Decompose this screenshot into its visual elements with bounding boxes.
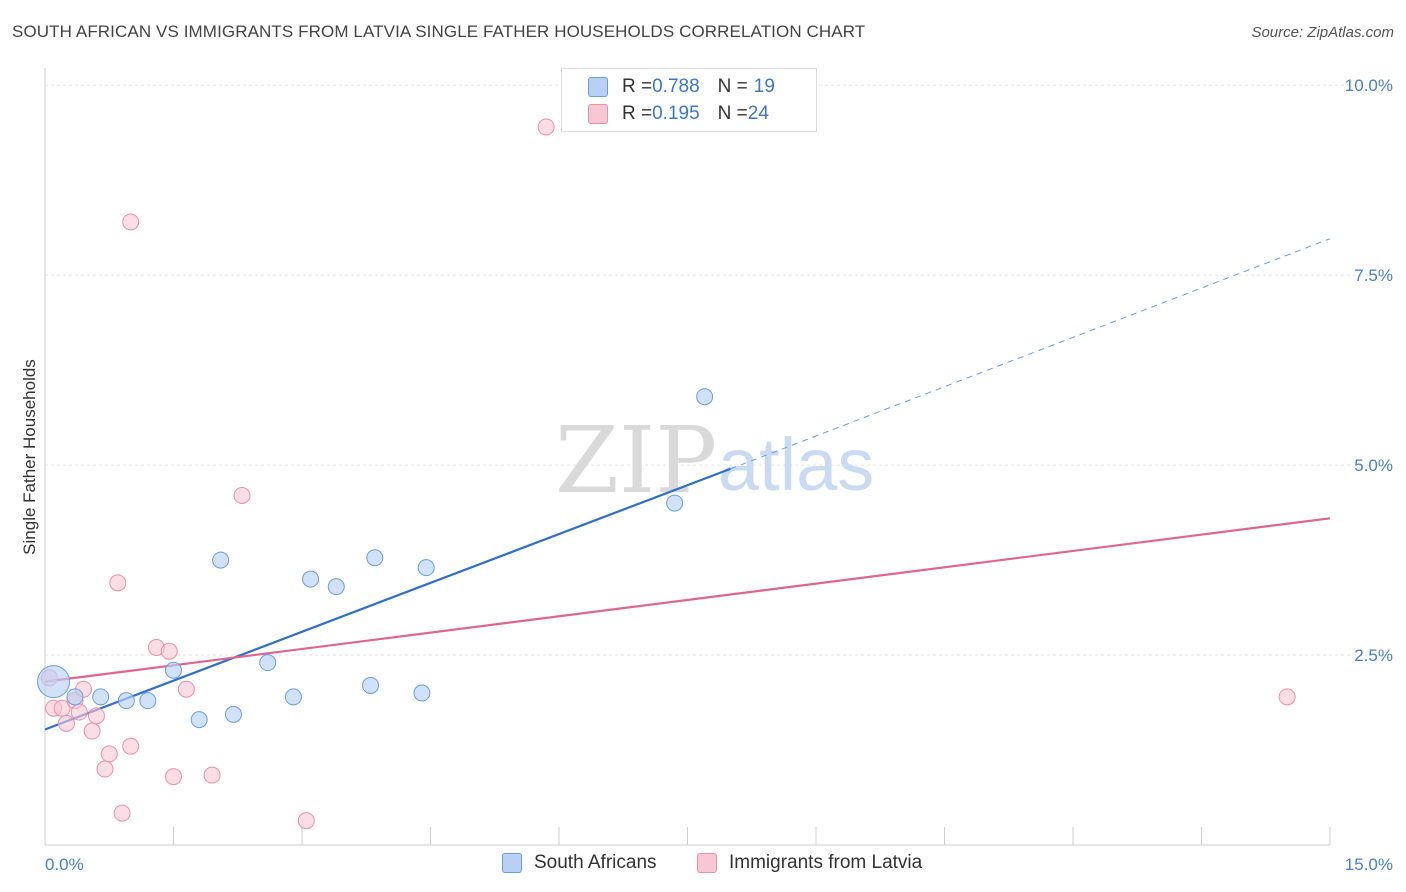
watermark-zip: ZIP	[555, 407, 717, 514]
point-latvia	[96, 760, 114, 778]
legend-row-latvia: R = 0.195 N = 24	[588, 102, 769, 126]
source-label: Source: ZipAtlas.com	[1251, 24, 1394, 41]
point-latvia	[160, 642, 178, 660]
point-south-africans	[212, 551, 230, 569]
legend-r-label: R =	[622, 103, 653, 124]
x-tick-label: 0.0%	[45, 855, 84, 874]
point-latvia	[70, 703, 88, 721]
watermark: ZIP atlas	[555, 407, 874, 514]
point-south-africans	[37, 665, 71, 699]
legend-label-south-africans: South Africans	[534, 852, 657, 873]
point-south-africans	[413, 684, 431, 702]
legend-r-value: 0.195	[652, 103, 700, 124]
point-south-africans	[696, 388, 714, 406]
watermark-atlas: atlas	[718, 423, 874, 506]
point-latvia	[165, 768, 182, 786]
correlation-legend: R = 0.788 N = 19 R = 0.195 N = 24	[561, 68, 817, 132]
point-south-africans	[302, 570, 320, 588]
point-south-africans	[117, 692, 135, 710]
point-south-africans	[224, 705, 242, 723]
x-tick-label: 15.0%	[1345, 855, 1393, 874]
point-south-africans	[259, 654, 277, 672]
y-tick-label: 2.5%	[1354, 646, 1393, 665]
point-south-africans	[666, 494, 684, 512]
point-latvia	[100, 745, 118, 763]
legend-r-value: 0.788	[652, 76, 700, 97]
point-south-africans	[284, 688, 302, 706]
trend-line-latvia	[44, 517, 1331, 683]
point-south-africans	[366, 549, 384, 567]
point-south-africans	[66, 688, 84, 706]
axes	[44, 68, 1331, 846]
legend-item-latvia[interactable]: Immigrants from Latvia	[697, 852, 922, 874]
legend-n-value: 24	[747, 103, 769, 124]
point-south-africans	[190, 711, 208, 729]
legend-n-label: N =	[717, 76, 748, 97]
legend-r-label: R =	[622, 76, 653, 97]
series-legend: South Africans Immigrants from Latvia	[0, 852, 1406, 878]
legend-item-south-africans[interactable]: South Africans	[502, 852, 657, 874]
trend-line-south-africans	[44, 467, 731, 731]
point-south-africans	[417, 559, 435, 577]
y-tick-label: 7.5%	[1354, 266, 1393, 285]
point-latvia	[203, 766, 221, 784]
point-latvia	[1278, 688, 1296, 706]
point-latvia	[297, 812, 315, 830]
point-latvia	[177, 680, 195, 698]
trend-line-south-africans-extension	[730, 238, 1331, 470]
legend-row-south-africans: R = 0.788 N = 19	[588, 75, 775, 99]
point-south-africans	[165, 661, 182, 679]
legend-swatch-latvia	[588, 104, 608, 124]
trend-lines	[44, 238, 1331, 731]
point-latvia	[87, 707, 105, 725]
legend-label-latvia: Immigrants from Latvia	[729, 852, 923, 873]
point-south-africans	[92, 688, 110, 706]
point-latvia	[122, 213, 140, 231]
point-south-africans	[139, 692, 157, 710]
point-south-africans	[327, 578, 345, 596]
legend-n-value: 19	[753, 76, 775, 97]
data-points	[37, 118, 1296, 830]
y-tick-label: 5.0%	[1354, 456, 1393, 475]
point-latvia	[113, 804, 131, 822]
point-latvia	[233, 486, 251, 504]
chart-title: SOUTH AFRICAN VS IMMIGRANTS FROM LATVIA …	[12, 22, 866, 41]
legend-swatch-south-africans	[588, 77, 608, 97]
tick-labels: 2.5% 5.0% 7.5% 10.0% 0.0% 15.0%	[45, 76, 1393, 874]
point-latvia	[109, 574, 127, 592]
point-latvia	[122, 737, 140, 755]
point-south-africans	[362, 676, 380, 694]
point-latvia	[537, 118, 555, 136]
y-tick-label: 10.0%	[1345, 76, 1393, 95]
point-latvia	[83, 722, 101, 740]
gridlines	[45, 84, 1370, 656]
legend-swatch-south-africans	[502, 853, 522, 873]
legend-swatch-latvia	[697, 853, 717, 873]
legend-n-label: N =	[717, 103, 748, 124]
point-latvia	[57, 714, 75, 732]
